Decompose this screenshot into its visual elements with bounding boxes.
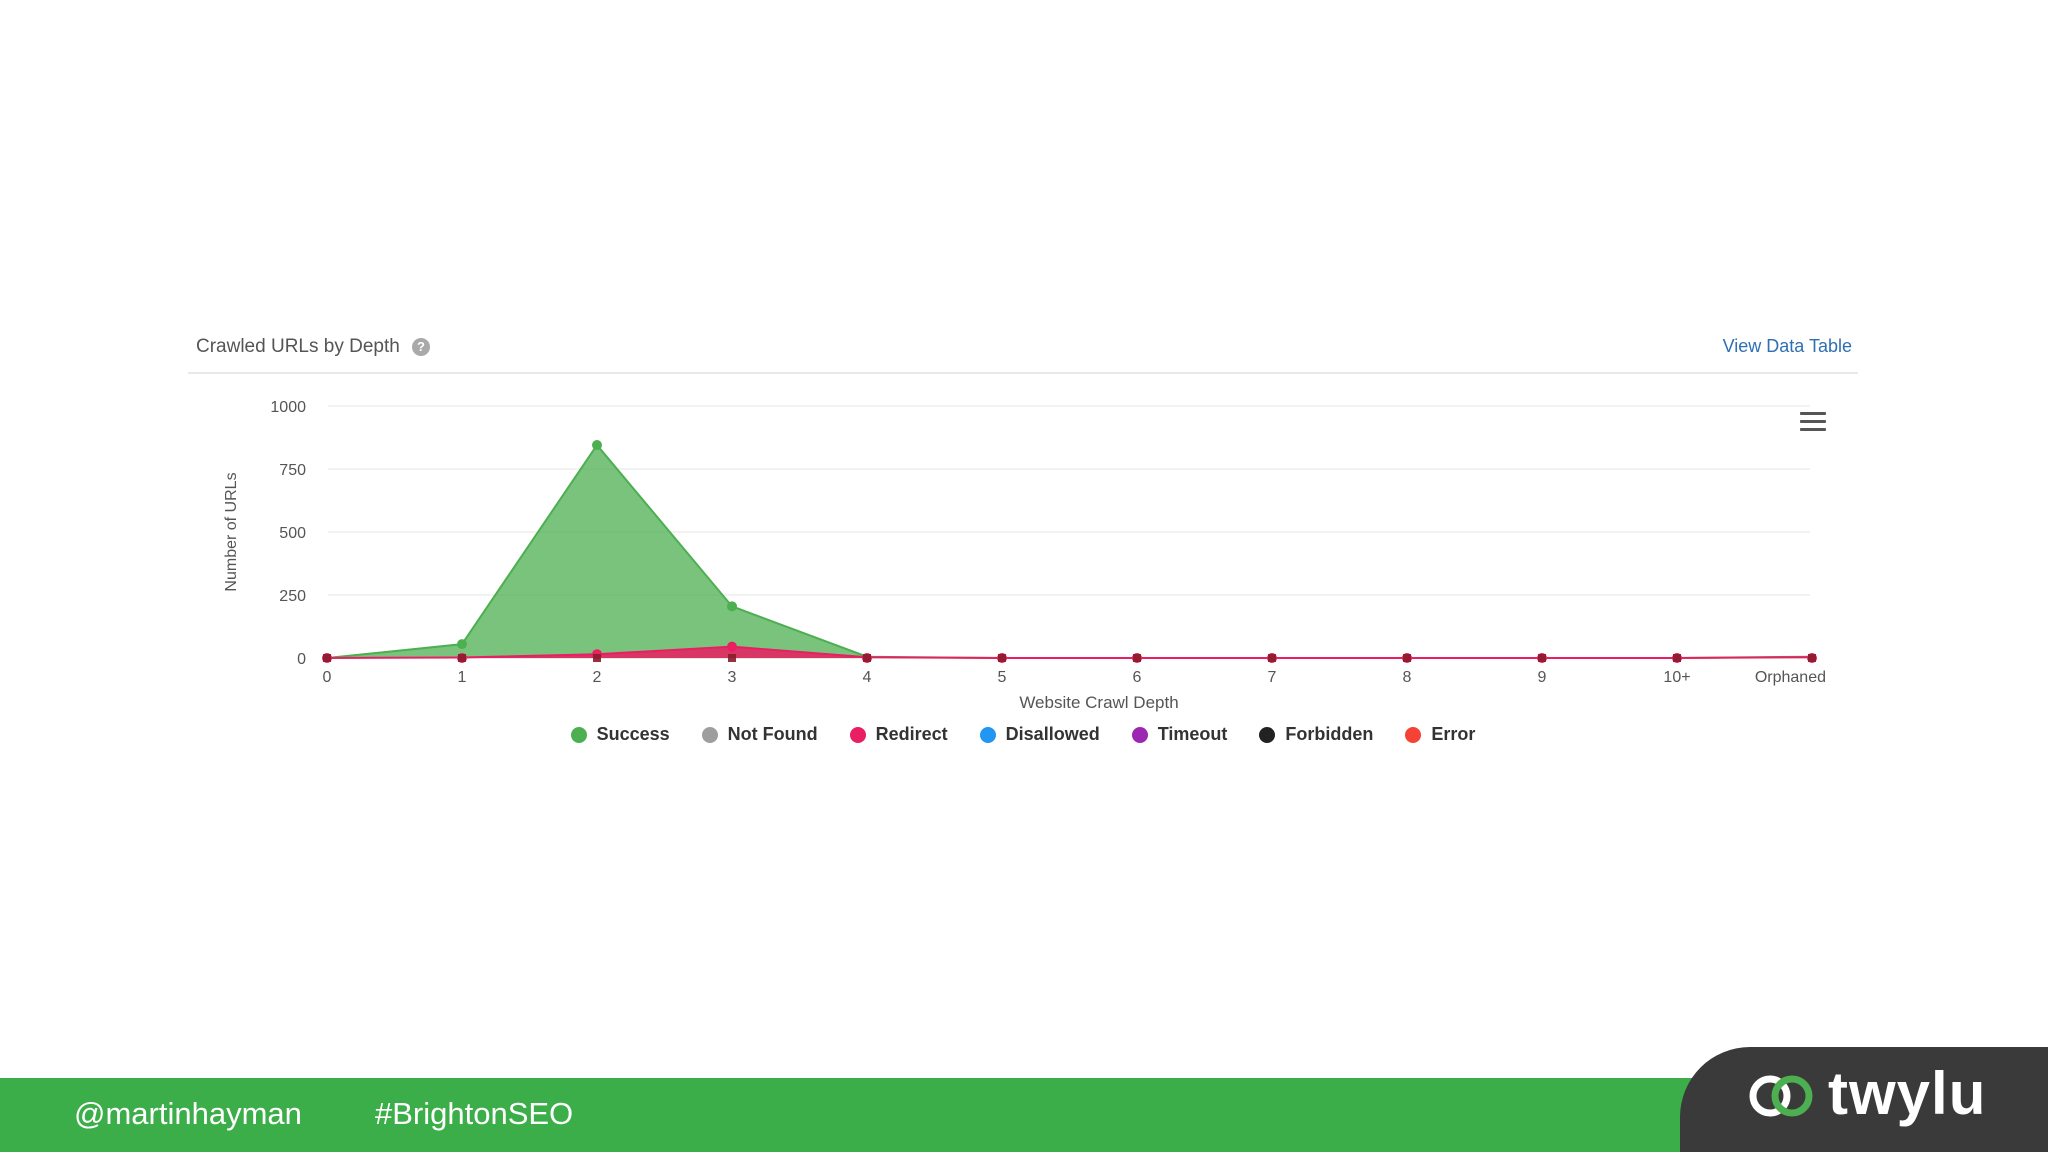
- data-point-forbidden: [863, 654, 871, 662]
- legend-label: Redirect: [875, 724, 948, 744]
- y-tick-label: 0: [297, 651, 306, 668]
- legend-item-forbidden[interactable]: Forbidden: [1259, 724, 1373, 745]
- legend-dot-icon: [979, 726, 996, 743]
- x-tick-label: 6: [1133, 669, 1142, 686]
- help-icon[interactable]: ?: [412, 338, 430, 356]
- data-point-forbidden: [1403, 654, 1411, 662]
- x-tick-label: 10+: [1663, 669, 1690, 686]
- data-point-forbidden: [593, 654, 601, 662]
- legend-dot-icon: [1405, 726, 1422, 743]
- brand-tab: twylu: [1680, 1047, 2048, 1152]
- brand-name: twylu: [1828, 1060, 1987, 1127]
- x-tick-label: 4: [863, 669, 872, 686]
- legend-label: Success: [596, 724, 670, 744]
- legend-dot-icon: [701, 726, 718, 743]
- x-tick-label: 9: [1538, 669, 1547, 686]
- data-point-forbidden: [323, 654, 331, 662]
- y-tick-label: 250: [279, 588, 306, 605]
- data-point-forbidden: [1808, 654, 1816, 662]
- legend-dot-icon: [849, 726, 866, 743]
- twitter-handle: @martinhayman: [74, 1096, 302, 1131]
- hamburger-menu-icon[interactable]: [1800, 412, 1826, 432]
- legend-item-redirect[interactable]: Redirect: [849, 724, 948, 745]
- data-point-success: [727, 601, 737, 612]
- legend-item-error[interactable]: Error: [1405, 724, 1475, 745]
- legend-label: Forbidden: [1285, 724, 1374, 744]
- legend-label: Disallowed: [1005, 724, 1100, 744]
- x-tick-label: 8: [1403, 669, 1412, 686]
- legend-label: Not Found: [727, 724, 818, 744]
- data-point-forbidden: [458, 654, 466, 662]
- chart-header: Crawled URLs by Depth ? View Data Table: [188, 326, 1858, 374]
- data-point-forbidden: [728, 654, 736, 662]
- legend-item-disallowed[interactable]: Disallowed: [979, 724, 1100, 745]
- data-point-success: [457, 639, 467, 650]
- data-point-forbidden: [1673, 654, 1681, 662]
- legend-dot-icon: [1131, 726, 1148, 743]
- x-tick-label: 0: [323, 669, 332, 686]
- view-data-table-link[interactable]: View Data Table: [1722, 336, 1852, 356]
- y-tick-label: 500: [279, 525, 306, 542]
- event-hashtag: #BrightonSEO: [375, 1096, 574, 1131]
- data-point-redirect: [727, 641, 737, 652]
- series-area-success: [327, 445, 1812, 658]
- chart-title: Crawled URLs by Depth: [196, 336, 400, 357]
- data-point-success: [592, 440, 602, 451]
- x-tick-label: Orphaned: [1755, 669, 1826, 686]
- legend-label: Timeout: [1157, 724, 1228, 744]
- y-tick-label: 1000: [270, 399, 306, 416]
- x-axis-title: Website Crawl Depth: [1019, 693, 1178, 712]
- x-tick-label: 3: [728, 669, 737, 686]
- data-point-forbidden: [998, 654, 1006, 662]
- legend-item-success[interactable]: Success: [570, 724, 670, 745]
- linked-rings-icon: [1749, 1075, 1813, 1117]
- y-axis-title: Number of URLs: [223, 472, 240, 591]
- legend-dot-icon: [570, 726, 587, 743]
- x-tick-label: 7: [1268, 669, 1277, 686]
- x-tick-label: 5: [998, 669, 1007, 686]
- x-tick-label: 2: [593, 669, 602, 686]
- series-line-redirect: [326, 645, 1813, 659]
- data-point-forbidden: [1268, 654, 1276, 662]
- y-tick-label: 750: [279, 462, 306, 479]
- chart-plot: 0 250 500 750 1000 0 1 2 3 4 5 6 7 8 9 10+ Orphaned Websi…: [223, 399, 1826, 712]
- x-tick-label: 1: [458, 669, 467, 686]
- legend-item-timeout[interactable]: Timeout: [1131, 724, 1228, 745]
- data-point-forbidden: [1538, 654, 1546, 662]
- chart-legend: Success Not Found Redirect Disallowed Timeou…: [188, 724, 1858, 745]
- chart-panel: Crawled URLs by Depth ? View Data Table …: [188, 326, 1858, 946]
- legend-label: Error: [1431, 724, 1476, 744]
- legend-item-not-found[interactable]: Not Found: [701, 724, 818, 745]
- legend-dot-icon: [1259, 726, 1276, 743]
- data-point-forbidden: [1133, 654, 1141, 662]
